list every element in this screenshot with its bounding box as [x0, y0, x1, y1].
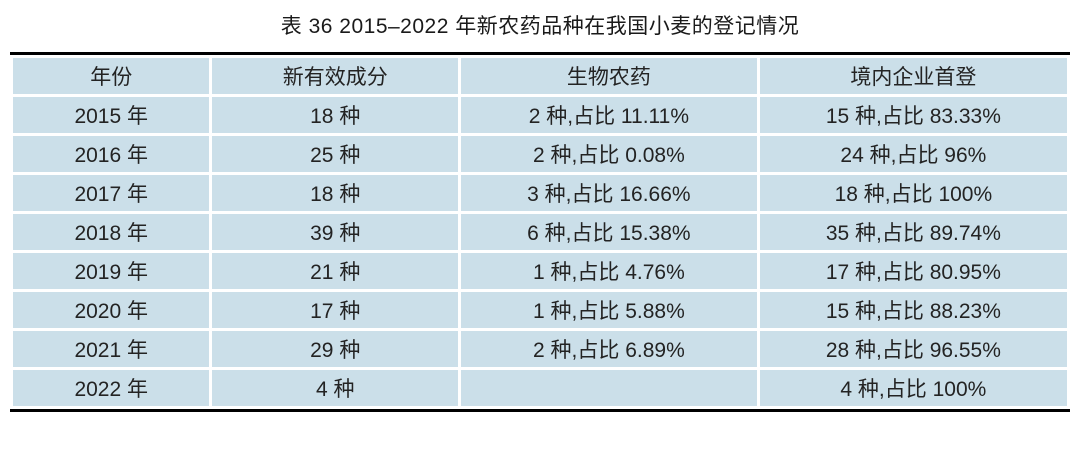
- table-row-2022: 2022 年 4 种 4 种,占比 100%: [13, 370, 1067, 406]
- column-header-bio-pesticide: 生物农药: [461, 58, 757, 94]
- registration-table: 年份 新有效成分 生物农药 境内企业首登 2015 年 18 种 2 种,占比 …: [10, 52, 1070, 412]
- cell-bio-pesticide: 3 种,占比 16.66%: [461, 175, 757, 211]
- cell-new-ingredients: 29 种: [212, 331, 459, 367]
- cell-domestic-first: 15 种,占比 88.23%: [759, 292, 1067, 328]
- cell-domestic-first: 24 种,占比 96%: [759, 136, 1067, 172]
- cell-new-ingredients: 39 种: [212, 214, 459, 250]
- table-row-2021: 2021 年 29 种 2 种,占比 6.89% 28 种,占比 96.55%: [13, 331, 1067, 367]
- cell-new-ingredients: 4 种: [212, 370, 459, 406]
- cell-bio-pesticide: [461, 370, 757, 406]
- table-row-2019: 2019 年 21 种 1 种,占比 4.76% 17 种,占比 80.95%: [13, 253, 1067, 289]
- cell-new-ingredients: 18 种: [212, 175, 459, 211]
- cell-year: 2019 年: [13, 253, 210, 289]
- cell-new-ingredients: 21 种: [212, 253, 459, 289]
- table-row-2015: 2015 年 18 种 2 种,占比 11.11% 15 种,占比 83.33%: [13, 97, 1067, 133]
- cell-bio-pesticide: 2 种,占比 0.08%: [461, 136, 757, 172]
- cell-domestic-first: 35 种,占比 89.74%: [759, 214, 1067, 250]
- cell-domestic-first: 4 种,占比 100%: [759, 370, 1067, 406]
- column-header-new-ingredients: 新有效成分: [212, 58, 459, 94]
- cell-domestic-first: 17 种,占比 80.95%: [759, 253, 1067, 289]
- cell-year: 2021 年: [13, 331, 210, 367]
- cell-year: 2018 年: [13, 214, 210, 250]
- table-row-2018: 2018 年 39 种 6 种,占比 15.38% 35 种,占比 89.74%: [13, 214, 1067, 250]
- table-title: 表 36 2015–2022 年新农药品种在我国小麦的登记情况: [280, 15, 800, 38]
- cell-year: 2020 年: [13, 292, 210, 328]
- cell-new-ingredients: 25 种: [212, 136, 459, 172]
- cell-domestic-first: 28 种,占比 96.55%: [759, 331, 1067, 367]
- cell-bio-pesticide: 2 种,占比 11.11%: [461, 97, 757, 133]
- cell-domestic-first: 15 种,占比 83.33%: [759, 97, 1067, 133]
- cell-year: 2017 年: [13, 175, 210, 211]
- cell-year: 2016 年: [13, 136, 210, 172]
- data-table: 年份 新有效成分 生物农药 境内企业首登 2015 年 18 种 2 种,占比 …: [10, 55, 1070, 409]
- cell-new-ingredients: 17 种: [212, 292, 459, 328]
- table-row-2020: 2020 年 17 种 1 种,占比 5.88% 15 种,占比 88.23%: [13, 292, 1067, 328]
- table-row-2016: 2016 年 25 种 2 种,占比 0.08% 24 种,占比 96%: [13, 136, 1067, 172]
- cell-bio-pesticide: 1 种,占比 4.76%: [461, 253, 757, 289]
- cell-new-ingredients: 18 种: [212, 97, 459, 133]
- cell-domestic-first: 18 种,占比 100%: [759, 175, 1067, 211]
- cell-year: 2022 年: [13, 370, 210, 406]
- column-header-year: 年份: [13, 58, 210, 94]
- cell-year: 2015 年: [13, 97, 210, 133]
- cell-bio-pesticide: 1 种,占比 5.88%: [461, 292, 757, 328]
- header-row: 年份 新有效成分 生物农药 境内企业首登: [13, 58, 1067, 94]
- cell-bio-pesticide: 2 种,占比 6.89%: [461, 331, 757, 367]
- column-header-domestic-first: 境内企业首登: [759, 58, 1067, 94]
- table-row-2017: 2017 年 18 种 3 种,占比 16.66% 18 种,占比 100%: [13, 175, 1067, 211]
- cell-bio-pesticide: 6 种,占比 15.38%: [461, 214, 757, 250]
